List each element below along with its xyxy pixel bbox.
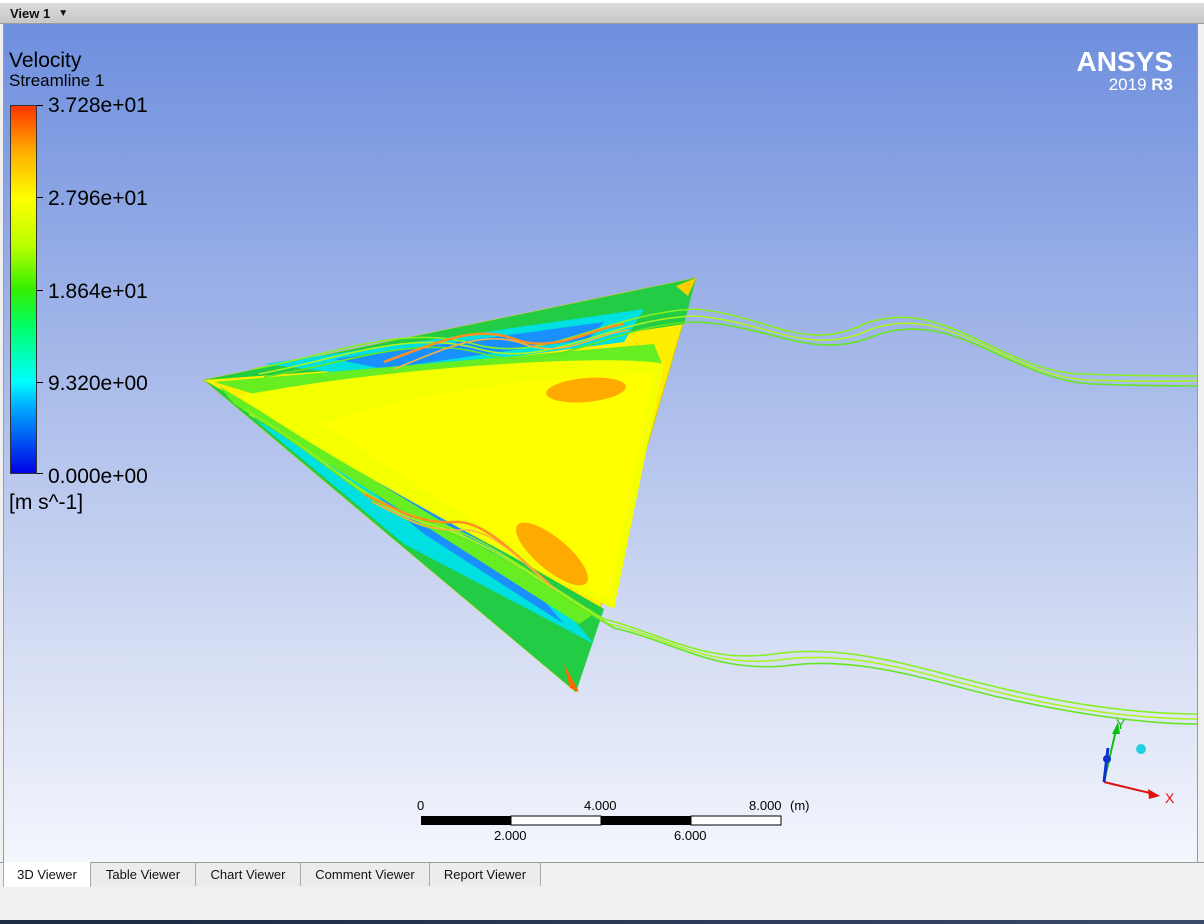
scale-label-6: 6.000	[674, 828, 707, 843]
legend-tick-2: 2.796e+01	[48, 187, 148, 210]
ansys-logo-text: ANSYS	[1076, 46, 1173, 77]
window-top-strip	[0, 0, 1204, 3]
view-selector-dropdown[interactable]: View 1 ▼	[4, 5, 74, 22]
ansys-version: 2019 R3	[1077, 76, 1173, 94]
axis-y-label: Y	[1116, 716, 1126, 732]
velocity-colorbar	[10, 105, 37, 474]
taskbar-strip	[0, 920, 1204, 924]
legend-units: [m s^-1]	[9, 491, 84, 514]
scale-label-8: 8.000	[749, 798, 782, 813]
delta-wing-contour	[202, 277, 697, 693]
axis-x-label: X	[1165, 790, 1175, 806]
streamlines-upper	[253, 308, 1197, 387]
scale-label-2: 2.000	[494, 828, 527, 843]
legend-tick-max: 3.728e+01	[48, 94, 148, 117]
colorbar-tickmark	[37, 197, 43, 198]
tab-comment-viewer[interactable]: Comment Viewer	[301, 863, 430, 886]
view-selector-label: View 1	[10, 6, 51, 21]
colorbar-tickmark	[37, 105, 43, 106]
scale-label-0: 0	[417, 798, 425, 813]
colorbar-tickmark	[37, 290, 43, 291]
streamlines-lower	[243, 408, 1197, 725]
legend-title: Velocity	[9, 49, 82, 72]
colorbar-tickmark	[37, 473, 43, 474]
tab-report-viewer[interactable]: Report Viewer	[430, 863, 541, 886]
scale-bar	[421, 815, 782, 826]
legend-tick-min: 0.000e+00	[48, 465, 148, 488]
legend-subtitle: Streamline 1	[9, 71, 105, 90]
caret-down-icon: ▼	[58, 8, 69, 19]
velocity-contour-scene	[202, 277, 1197, 826]
version-year: 2019	[1108, 75, 1147, 94]
axes-triad	[1102, 722, 1160, 799]
scale-unit: (m)	[790, 798, 810, 813]
viewer-tab-bar: 3D Viewer Table Viewer Chart Viewer Comm…	[0, 862, 1204, 887]
tab-chart-viewer[interactable]: Chart Viewer	[196, 863, 301, 886]
version-release: R3	[1151, 75, 1173, 94]
colorbar-tickmark	[37, 382, 43, 383]
tab-table-viewer[interactable]: Table Viewer	[91, 863, 196, 886]
legend-tick-4: 9.320e+00	[48, 372, 148, 395]
tab-3d-viewer[interactable]: 3D Viewer	[3, 862, 91, 887]
ansys-logo: ANSYS 2019 R3	[1077, 48, 1173, 94]
scale-label-4: 4.000	[584, 798, 617, 813]
legend-tick-3: 1.864e+01	[48, 280, 148, 303]
viewer-title-bar: View 1 ▼	[0, 3, 1204, 24]
3d-viewport[interactable]: Velocity Streamline 1 3.728e+01 2.796e+0…	[3, 24, 1198, 862]
